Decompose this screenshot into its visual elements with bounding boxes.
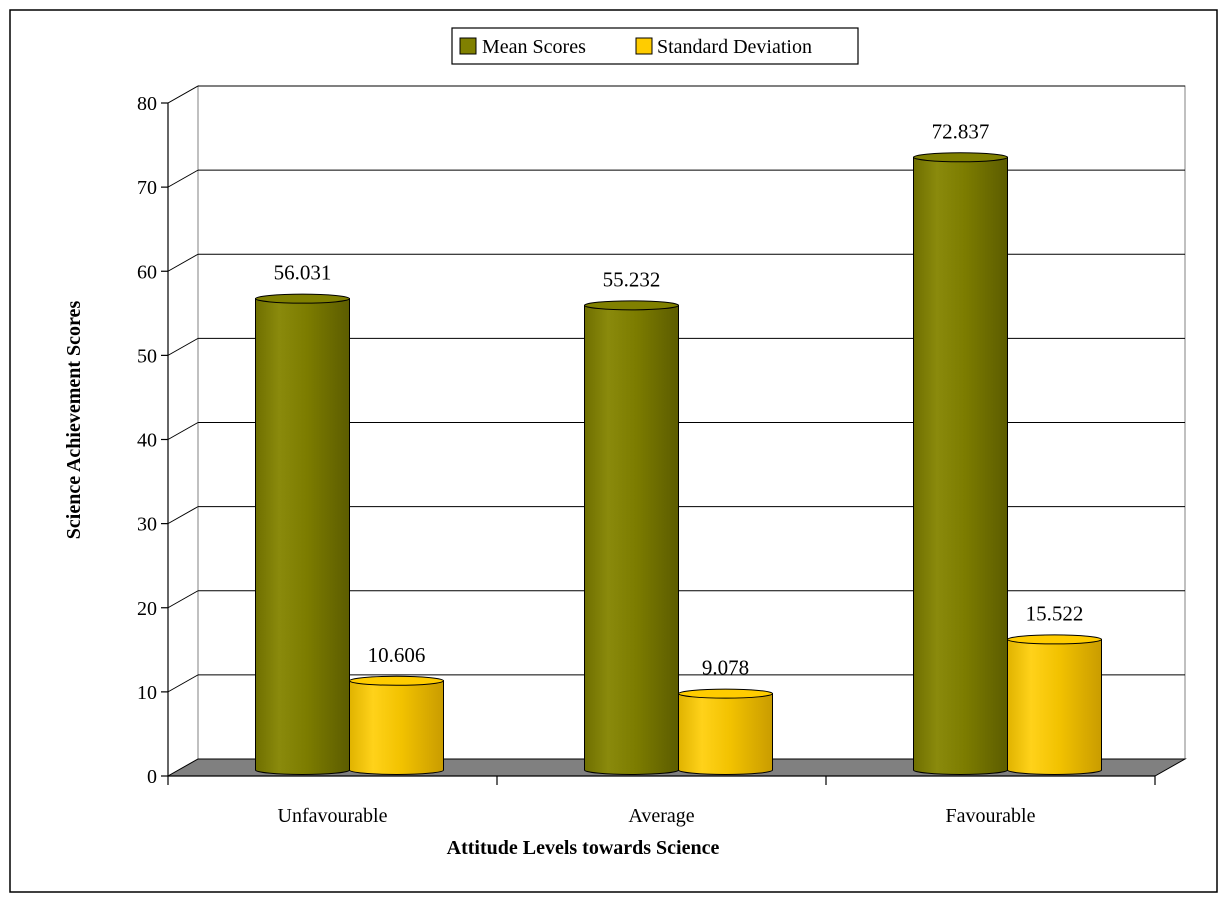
y-axis-title: Science Achievement Scores bbox=[63, 301, 85, 540]
y-tick-label: 20 bbox=[137, 598, 157, 620]
bar-body bbox=[349, 680, 444, 775]
bar bbox=[584, 300, 679, 775]
legend-label-standard-deviation: Standard Deviation bbox=[657, 36, 812, 58]
data-label: 10.606 bbox=[368, 643, 426, 667]
bar-top bbox=[349, 675, 444, 686]
y-tick-label: 80 bbox=[137, 93, 157, 115]
bar bbox=[678, 688, 773, 775]
y-tick-label: 70 bbox=[137, 177, 157, 199]
bar-body bbox=[1007, 638, 1102, 775]
y-tick-label: 10 bbox=[137, 682, 157, 704]
legend-swatch-standard-deviation bbox=[635, 37, 653, 55]
bars bbox=[255, 152, 1102, 775]
data-label: 9.078 bbox=[702, 656, 749, 680]
gridline-side bbox=[167, 506, 199, 525]
legend-box bbox=[451, 27, 859, 65]
bar-body bbox=[584, 304, 679, 775]
gridline-side bbox=[167, 590, 199, 609]
y-tick-label: 30 bbox=[137, 514, 157, 536]
bar-top bbox=[584, 300, 679, 311]
bar bbox=[255, 293, 350, 775]
x-category-label: Unfavourable bbox=[278, 805, 388, 827]
data-labels: 56.031 55.232 72.837 10.606 9.078 15.522 bbox=[274, 119, 1084, 679]
axes bbox=[161, 102, 1156, 785]
bar-body bbox=[678, 693, 773, 775]
x-axis-title: Attitude Levels towards Science bbox=[447, 837, 720, 859]
gridline-side bbox=[167, 253, 199, 272]
data-label: 72.837 bbox=[932, 119, 990, 143]
y-tick-label: 50 bbox=[137, 345, 157, 367]
data-label: 15.522 bbox=[1026, 601, 1084, 625]
gridlines bbox=[167, 85, 1185, 693]
bar-top bbox=[1007, 634, 1102, 645]
gridline-side bbox=[167, 674, 199, 693]
x-category-labels: Unfavourable Average Favourable bbox=[278, 805, 1036, 827]
x-category-label: Favourable bbox=[946, 805, 1036, 827]
legend: Mean Scores Standard Deviation bbox=[451, 27, 859, 65]
bar bbox=[913, 152, 1008, 775]
x-category-label: Average bbox=[628, 805, 694, 827]
data-label: 56.031 bbox=[274, 261, 332, 285]
legend-swatch-mean-scores bbox=[459, 37, 477, 55]
y-tick-labels: 0 10 20 30 40 50 60 70 80 bbox=[137, 93, 157, 788]
bar bbox=[1007, 634, 1102, 775]
gridline-side bbox=[167, 85, 199, 104]
gridline-side bbox=[167, 169, 199, 188]
bar-body bbox=[913, 156, 1008, 775]
y-tick-label: 40 bbox=[137, 430, 157, 452]
y-tick-label: 0 bbox=[147, 766, 157, 788]
y-tick-label: 60 bbox=[137, 261, 157, 283]
bar-top bbox=[255, 293, 350, 304]
gridline-side bbox=[167, 337, 199, 356]
gridline-side bbox=[167, 422, 199, 440]
legend-label-mean-scores: Mean Scores bbox=[482, 36, 586, 58]
bar bbox=[349, 675, 444, 775]
bar-body bbox=[255, 298, 350, 775]
data-label: 55.232 bbox=[603, 267, 661, 291]
bar-top bbox=[678, 688, 773, 699]
bar-top bbox=[913, 152, 1008, 163]
